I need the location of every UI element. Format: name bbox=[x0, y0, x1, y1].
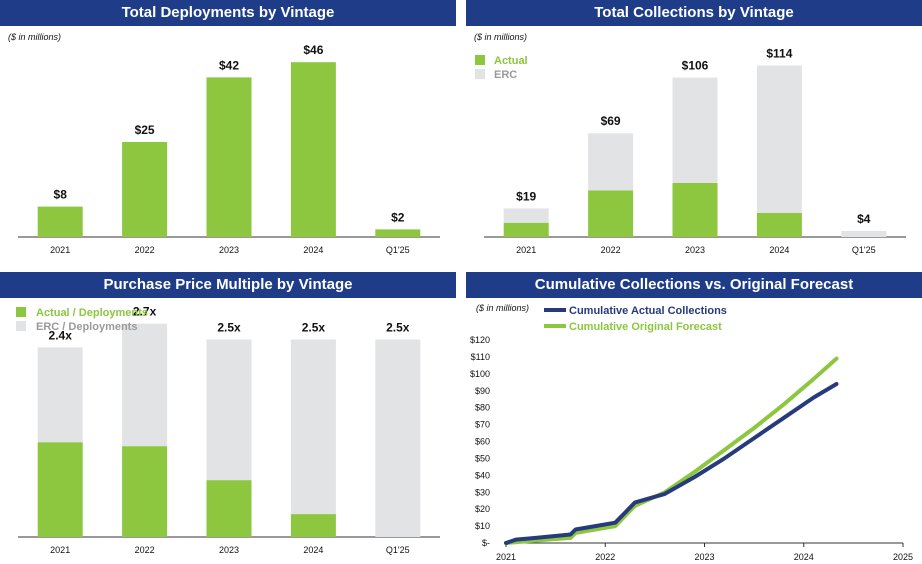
bar-actual-2 bbox=[672, 182, 718, 237]
bar-3 bbox=[290, 62, 336, 238]
legend-actual-swatch bbox=[475, 55, 485, 65]
x-tick-label-3: 2024 bbox=[794, 552, 814, 562]
bar-erc-deployments-2 bbox=[206, 339, 252, 481]
deployments-title: Total Deployments by Vintage bbox=[0, 0, 456, 26]
legend-erc-label: ERC bbox=[494, 69, 517, 81]
y-tick-label-7: $70 bbox=[475, 420, 490, 430]
x-tick-label-3: 2024 bbox=[769, 245, 789, 255]
bar-erc-4 bbox=[841, 230, 887, 237]
x-tick-label-2: 2023 bbox=[685, 245, 705, 255]
deployments-panel: Total Deployments by Vintage ($ in milli… bbox=[0, 0, 456, 262]
y-tick-label-5: $50 bbox=[475, 453, 490, 463]
legend-original-forecast-label: Cumulative Original Forecast bbox=[569, 321, 722, 333]
x-tick-label-0: 2021 bbox=[50, 245, 70, 255]
bar-erc-deployments-0 bbox=[37, 347, 83, 443]
x-tick-label-0: 2021 bbox=[50, 545, 70, 555]
y-tick-label-10: $100 bbox=[470, 369, 490, 379]
data-label-4: $4 bbox=[857, 212, 871, 226]
legend-actual-deployments-label: Actual / Deployments bbox=[36, 307, 148, 319]
data-label-0: 2.4x bbox=[49, 328, 73, 342]
x-tick-label-4: 2025 bbox=[893, 552, 913, 562]
cumulative-title: Cumulative Collections vs. Original Fore… bbox=[466, 272, 922, 298]
x-tick-label-3: 2024 bbox=[303, 245, 323, 255]
data-label-4: 2.5x bbox=[386, 321, 410, 335]
x-tick-label-3: 2024 bbox=[303, 545, 323, 555]
data-label-2: 2.5x bbox=[217, 321, 241, 335]
y-tick-label-1: $10 bbox=[475, 521, 490, 531]
y-tick-label-3: $30 bbox=[475, 487, 490, 497]
bar-actual-1 bbox=[588, 190, 634, 237]
data-label-1: $69 bbox=[601, 114, 621, 128]
data-label-3: $46 bbox=[303, 43, 323, 57]
x-tick-label-4: Q1'25 bbox=[386, 545, 410, 555]
actual-collections-line bbox=[504, 382, 839, 545]
legend-actual-deployments-swatch bbox=[16, 307, 26, 317]
y-tick-label-0: $- bbox=[482, 538, 490, 548]
x-tick-label-4: Q1'25 bbox=[852, 245, 876, 255]
bar-erc-0 bbox=[503, 208, 549, 223]
legend-actual-label: Actual bbox=[494, 55, 528, 67]
y-tick-label-11: $110 bbox=[471, 352, 490, 362]
data-label-3: 2.5x bbox=[302, 321, 326, 335]
x-tick-label-1: 2022 bbox=[135, 545, 155, 555]
x-tick-label-2: 2023 bbox=[219, 545, 239, 555]
bar-erc-deployments-4 bbox=[375, 339, 421, 537]
bar-erc-deployments-1 bbox=[122, 323, 168, 447]
data-label-1: $25 bbox=[135, 123, 155, 137]
deployments-chart: ($ in millions) $8 2021 $25 2022 $42 2023 $46 2… bbox=[8, 32, 440, 255]
collections-panel: Total Collections by Vintage ($ in milli… bbox=[466, 0, 922, 262]
x-tick-label-4: Q1'25 bbox=[386, 245, 410, 255]
y-tick-label-4: $40 bbox=[475, 470, 490, 480]
y-tick-label-8: $80 bbox=[475, 403, 490, 413]
multiple-chart: 2.4x 2021 2.7x 2022 2.5x 2023 2.5x 2024 2.5x Q1'2… bbox=[16, 305, 440, 555]
bar-0 bbox=[37, 206, 83, 237]
x-tick-label-1: 2022 bbox=[595, 552, 615, 562]
bar-erc-2 bbox=[672, 77, 718, 183]
bar-actual-3 bbox=[756, 212, 802, 237]
cumulative-panel: Cumulative Collections vs. Original Fore… bbox=[466, 272, 922, 564]
data-label-4: $2 bbox=[391, 210, 405, 224]
y-tick-label-6: $60 bbox=[475, 437, 490, 447]
cumulative-chart: ($ in millions) $- $10 $20 $30 $40 $50 $60 $70 $… bbox=[470, 303, 913, 562]
deployments-unit-note: ($ in millions) bbox=[8, 32, 61, 42]
y-tick-label-12: $120 bbox=[470, 335, 490, 345]
x-tick-label-1: 2022 bbox=[135, 245, 155, 255]
data-label-0: $8 bbox=[54, 188, 68, 202]
data-label-0: $19 bbox=[516, 189, 536, 203]
legend-actual-collections-label: Cumulative Actual Collections bbox=[569, 305, 727, 317]
bar-actual-0 bbox=[503, 222, 549, 237]
data-label-2: $42 bbox=[219, 58, 239, 72]
x-tick-label-2: 2023 bbox=[219, 245, 239, 255]
bar-2 bbox=[206, 77, 252, 238]
collections-title: Total Collections by Vintage bbox=[466, 0, 922, 26]
y-tick-label-9: $90 bbox=[475, 386, 490, 396]
original-forecast-line bbox=[504, 356, 839, 545]
bar-actual-deployments-1 bbox=[122, 446, 168, 537]
collections-chart: ($ in millions) $19 2021 $69 2022 $106 2023 $1… bbox=[474, 32, 906, 255]
bar-1 bbox=[122, 142, 168, 237]
bar-actual-deployments-3 bbox=[290, 514, 336, 537]
data-label-3: $114 bbox=[766, 47, 792, 61]
collections-unit-note: ($ in millions) bbox=[474, 32, 527, 42]
bar-erc-1 bbox=[588, 133, 634, 191]
cumulative-unit-note: ($ in millions) bbox=[476, 303, 529, 313]
data-label-2: $106 bbox=[682, 59, 709, 73]
x-tick-label-0: 2021 bbox=[496, 552, 516, 562]
x-tick-label-2: 2023 bbox=[694, 552, 714, 562]
legend-erc-swatch bbox=[475, 69, 485, 79]
multiple-title: Purchase Price Multiple by Vintage bbox=[0, 272, 456, 298]
legend-erc-deployments-label: ERC / Deployments bbox=[36, 321, 137, 333]
bar-actual-deployments-2 bbox=[206, 480, 252, 537]
x-tick-label-0: 2021 bbox=[516, 245, 536, 255]
y-tick-label-2: $20 bbox=[475, 504, 490, 514]
bar-actual-deployments-0 bbox=[37, 442, 83, 537]
bar-4 bbox=[375, 229, 421, 237]
legend-erc-deployments-swatch bbox=[16, 321, 26, 331]
bar-erc-deployments-3 bbox=[290, 339, 336, 515]
data-label-1: 2.7x bbox=[133, 305, 157, 319]
bar-erc-3 bbox=[756, 65, 802, 213]
multiple-panel: Purchase Price Multiple by Vintage 2.4x 2… bbox=[0, 272, 456, 564]
x-tick-label-1: 2022 bbox=[601, 245, 621, 255]
